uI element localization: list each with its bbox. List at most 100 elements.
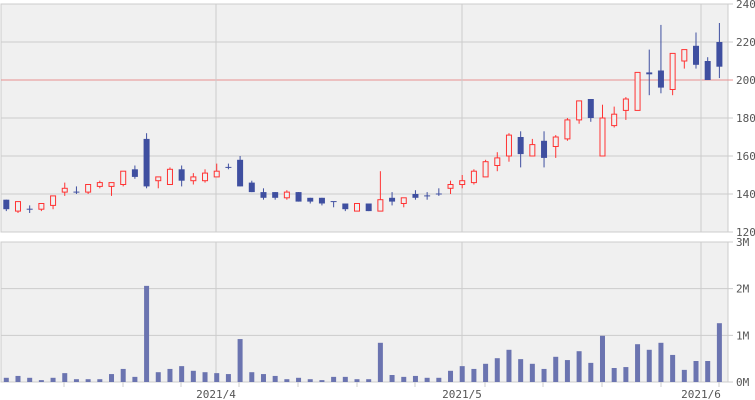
candle [459,175,466,189]
candle [669,52,676,96]
candle-body [155,176,162,182]
candle [61,182,68,196]
volume-bar [296,377,302,382]
candle-body [459,180,466,185]
candle [704,57,711,80]
volume-bar [307,379,313,382]
volume-bar [483,363,489,382]
price-tick-label: 120 [736,226,755,239]
volume-bar [588,362,594,382]
volume-bar [646,349,652,382]
candle [517,131,524,168]
volume-tick-label: 1M [736,329,750,342]
volume-bar [179,366,185,382]
volume-bar [681,369,687,382]
candle-body [669,52,676,90]
volume-bar [319,380,325,382]
candle-body [131,169,138,177]
candle-body [377,199,384,212]
candle-body [505,134,512,157]
volume-tick-label: 0M [736,376,750,389]
candle-body [552,136,559,147]
volume-bar [705,361,711,382]
volume-bar [576,351,582,382]
price-tick-label: 200 [736,74,755,87]
candle-body [260,192,267,198]
volume-bar [331,376,337,382]
volume-bar [214,373,220,382]
volume-bar [611,368,617,382]
candle-body [178,169,185,181]
candle [14,201,21,213]
candle [365,203,372,212]
price-panel [0,3,733,233]
candle [657,24,664,94]
candle [248,180,255,193]
volume-bar [155,372,161,382]
candle [505,133,512,162]
candle-body [85,184,92,193]
candle-body [564,119,571,140]
candle-body [470,170,477,184]
candle [96,180,103,189]
candle [342,203,349,212]
volume-bar [38,380,44,382]
volume-bar [670,354,676,382]
candle-body [529,144,536,157]
candle-body [143,138,150,187]
price-tick-label: 160 [736,150,755,163]
volume-bar [623,367,629,382]
volume-bar [494,358,500,382]
candle-body [716,42,723,67]
candle-body [412,194,419,198]
volume-bar [541,368,547,382]
candle-body [190,176,197,182]
candle [143,133,150,189]
candle [564,118,571,141]
candle-body [120,170,127,185]
axis-labels: 120 140 160 180 200 220 240 0M 1M 2M 3M … [196,0,755,400]
volume-bar [529,363,535,382]
candle [377,171,384,212]
volume-bar [120,368,126,382]
volume-bar [401,376,407,382]
candle-body [38,203,45,210]
candle-body [202,172,209,182]
volume-bar [27,377,33,382]
candle [470,169,477,185]
candle [693,32,700,69]
candle [541,131,548,168]
candle [389,192,396,206]
volume-bar [412,375,418,382]
candle [424,192,431,200]
volume-bar [284,379,290,382]
volume-bar [62,373,68,382]
candle-body [400,197,407,205]
candle-body [108,182,115,187]
candle [50,195,57,210]
candle [178,165,185,187]
volume-bar [599,335,605,382]
x-tick-label: 2021/4 [196,388,236,400]
volume-bar [366,379,372,382]
candle [400,197,407,208]
volume-bar [190,370,196,382]
candle [120,170,127,187]
candle [330,201,337,208]
candle [73,186,80,194]
candle-body [693,45,700,65]
candle [3,199,10,212]
candle [447,180,454,194]
candle [646,49,653,96]
candle-body [14,201,21,212]
candle [552,135,559,158]
candle [599,104,606,157]
candle [85,184,92,194]
candle [435,188,442,196]
volume-bar [389,375,395,382]
volume-bar [635,344,641,382]
price-tick-label: 240 [736,0,755,11]
candle-body [318,197,325,204]
volume-bar [3,377,9,382]
candle-body [272,192,279,198]
